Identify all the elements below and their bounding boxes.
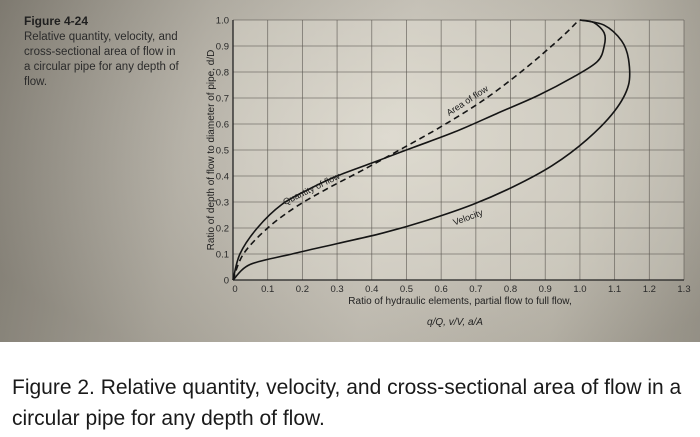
figure-caption-block: Figure 4-24 Relative quantity, velocity,… — [24, 14, 184, 90]
y-tick-label: 0.2 — [216, 224, 229, 235]
y-tick-label: 0.8 — [216, 68, 229, 79]
figure-description: Relative quantity, velocity, and cross-s… — [24, 31, 179, 88]
y-tick-label: 0.6 — [216, 120, 229, 131]
x-tick-label: 0.3 — [330, 284, 343, 295]
x-axis-formula: q/Q, v/V, a/A — [427, 317, 483, 328]
x-tick-label: 0.7 — [469, 284, 482, 295]
x-tick-label: 0.1 — [261, 284, 274, 295]
y-tick-label: 1.0 — [216, 16, 229, 27]
figure-caption: Figure 2. Relative quantity, velocity, a… — [12, 376, 682, 430]
series-velocity-line — [232, 19, 631, 281]
x-tick-label: 1.1 — [608, 284, 621, 295]
chart: 0 0.1 0.2 0.3 0.4 0.5 0.6 0.7 0.8 0.9 1.0 1.1 1.2 1.3… — [206, 16, 691, 329]
y-tick-label: 0.4 — [216, 172, 229, 183]
tick-labels: 0 0.1 0.2 0.3 0.4 0.5 0.6 0.7 0.8 0.9 1.0 1.1 1.2 1.3… — [216, 16, 691, 296]
x-tick-label: 0.2 — [296, 284, 309, 295]
x-axis-label: Ratio of hydraulic elements, partial flo… — [348, 296, 571, 307]
series-quantity-of-flow-line — [232, 19, 607, 281]
y-tick-label: 0.7 — [216, 94, 229, 105]
x-tick-label: 0.9 — [539, 284, 552, 295]
x-tick-label: 0.4 — [365, 284, 378, 295]
y-tick-label: 0 — [224, 276, 229, 287]
x-tick-label: 1.2 — [643, 284, 656, 295]
x-tick-label: 0 — [232, 284, 237, 295]
y-tick-label: 0.5 — [216, 146, 229, 157]
x-tick-label: 1.3 — [677, 284, 690, 295]
figure-number: Figure 4-24 — [24, 14, 89, 28]
y-tick-label: 0.1 — [216, 250, 229, 261]
axes — [232, 20, 684, 281]
series-area-of-flow-line — [232, 19, 581, 281]
x-tick-label: 1.0 — [573, 284, 586, 295]
x-tick-label: 0.6 — [435, 284, 448, 295]
figure-photo: Figure 4-24 Relative quantity, velocity,… — [0, 0, 700, 342]
y-tick-label: 0.9 — [216, 42, 229, 53]
x-tick-label: 0.5 — [400, 284, 413, 295]
y-tick-label: 0.3 — [216, 198, 229, 209]
x-tick-label: 0.8 — [504, 284, 517, 295]
y-axis-label: Ratio of depth of flow to diameter of pi… — [206, 50, 217, 251]
